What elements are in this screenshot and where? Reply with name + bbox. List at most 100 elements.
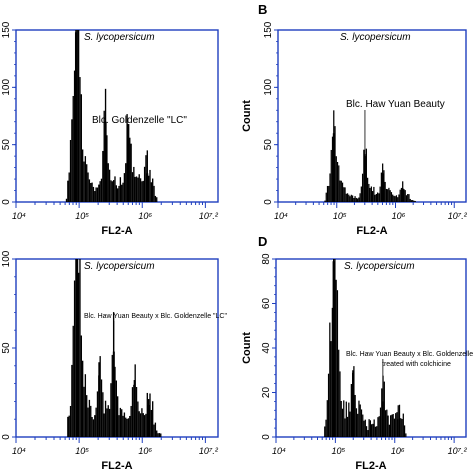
peak-annotation: Blc. Goldenzelle "LC"	[92, 115, 187, 126]
y-axis-title: Count	[241, 332, 253, 364]
histogram-bar	[115, 380, 117, 437]
histogram-bar	[117, 188, 119, 202]
histogram-bar	[154, 195, 157, 202]
peak-bar-1	[332, 261, 335, 437]
histogram-bar	[81, 149, 84, 202]
histogram-bar	[110, 180, 112, 202]
histogram-bar	[383, 170, 385, 202]
histogram-bar	[329, 322, 331, 437]
histogram-bar	[71, 364, 73, 437]
peak-bar-2	[352, 370, 355, 437]
histogram-bar	[343, 187, 345, 202]
peak-bar-1	[74, 32, 77, 202]
histogram-bar	[130, 143, 132, 202]
histogram-bar	[340, 180, 342, 202]
histogram-bar	[71, 119, 73, 202]
histogram-bar	[150, 409, 153, 437]
histogram-bar	[72, 95, 74, 202]
histogram-bar	[404, 190, 406, 202]
histogram-bar	[157, 433, 159, 437]
histogram-bar	[385, 188, 388, 202]
histogram-bar	[368, 183, 370, 202]
histogram-bar	[350, 384, 352, 437]
histogram-bar	[138, 411, 140, 437]
histogram-bar	[68, 172, 70, 202]
histogram-bar	[73, 280, 76, 437]
histogram-bar	[139, 178, 142, 202]
histogram-bar	[338, 165, 340, 202]
peak-bar-4	[396, 419, 399, 437]
histogram-bar	[103, 413, 105, 437]
histogram-bar	[102, 392, 104, 437]
peak-bar-2	[98, 362, 101, 437]
histogram-bar	[395, 413, 397, 437]
histogram-bar	[384, 410, 387, 437]
y-tick-label: 50	[1, 139, 12, 151]
histogram-bar	[376, 426, 378, 437]
histogram-bar	[90, 183, 92, 202]
histogram-bar	[369, 420, 371, 437]
peak-annotation: Blc. Haw Yuan Beauty x Blc. Goldenzelle …	[84, 313, 227, 320]
x-axis-title: FL2-A	[101, 460, 132, 472]
plot-frame	[275, 258, 467, 438]
y-tick-label: 40	[261, 342, 272, 354]
histogram-bar	[119, 177, 122, 202]
histogram-bar	[374, 426, 377, 437]
histogram-bar	[114, 176, 116, 202]
histogram-bar	[122, 182, 124, 202]
histogram-bar	[373, 186, 375, 202]
histogram-bar	[354, 196, 356, 202]
histogram-bar	[405, 195, 408, 202]
histogram-bar	[107, 405, 109, 437]
histogram-bar	[156, 197, 158, 202]
histogram-bar	[403, 425, 406, 437]
y-tick-label: 100	[1, 79, 12, 96]
histogram-bar	[330, 341, 332, 437]
peak-bar-1	[76, 259, 79, 437]
y-tick-label: 50	[263, 139, 274, 151]
histogram-bar	[68, 415, 70, 437]
panel-letter: B	[258, 2, 267, 17]
histogram-bar	[150, 182, 153, 202]
histogram-bar	[397, 197, 399, 202]
histogram-bar	[131, 387, 134, 437]
y-axis-title: Count	[241, 100, 253, 132]
histogram-bar	[359, 404, 361, 437]
histogram-bar	[108, 408, 111, 437]
histogram-bar	[106, 135, 108, 202]
histogram-bar	[390, 415, 392, 437]
histogram-bar	[330, 149, 332, 202]
histogram-bar	[360, 409, 363, 437]
peak-annotation: S. lycopersicum	[84, 32, 155, 43]
histogram-bar	[135, 387, 138, 437]
histogram-bar	[126, 114, 128, 202]
histogram-bar	[143, 415, 146, 437]
histogram-bar	[400, 187, 403, 202]
histogram-bar	[83, 386, 85, 437]
peak-bar-4	[146, 173, 149, 202]
histogram-bar	[335, 279, 337, 437]
histogram-bar	[125, 163, 127, 202]
histogram-bar	[336, 162, 339, 202]
histogram-bar	[104, 400, 107, 437]
y-tick-label: 150	[1, 21, 12, 38]
histogram-bar	[355, 408, 358, 437]
x-tick-label: 10⁷.²	[199, 446, 219, 456]
histogram-bar	[123, 173, 126, 202]
histogram-bar	[160, 433, 162, 437]
histogram-bar	[127, 418, 130, 437]
histogram-bar	[412, 200, 414, 202]
histogram-bar	[325, 419, 327, 437]
histogram-bar	[91, 417, 93, 437]
histogram-bar	[137, 401, 139, 437]
histogram-bar	[80, 94, 82, 202]
histogram-bar	[398, 404, 401, 437]
x-tick-label: 10⁵	[75, 211, 89, 221]
histogram-bar	[125, 417, 127, 437]
histogram-panel-4: 0 20 40 60 80 10⁴ 10⁵ 10⁶ 10⁷.² FL2-A Count D S. lyc…	[241, 234, 474, 472]
histogram-bar	[325, 192, 327, 202]
histogram-bar	[372, 423, 374, 437]
histogram-bar	[106, 408, 108, 437]
histogram-bar	[103, 110, 105, 202]
histogram-bar	[410, 200, 413, 202]
